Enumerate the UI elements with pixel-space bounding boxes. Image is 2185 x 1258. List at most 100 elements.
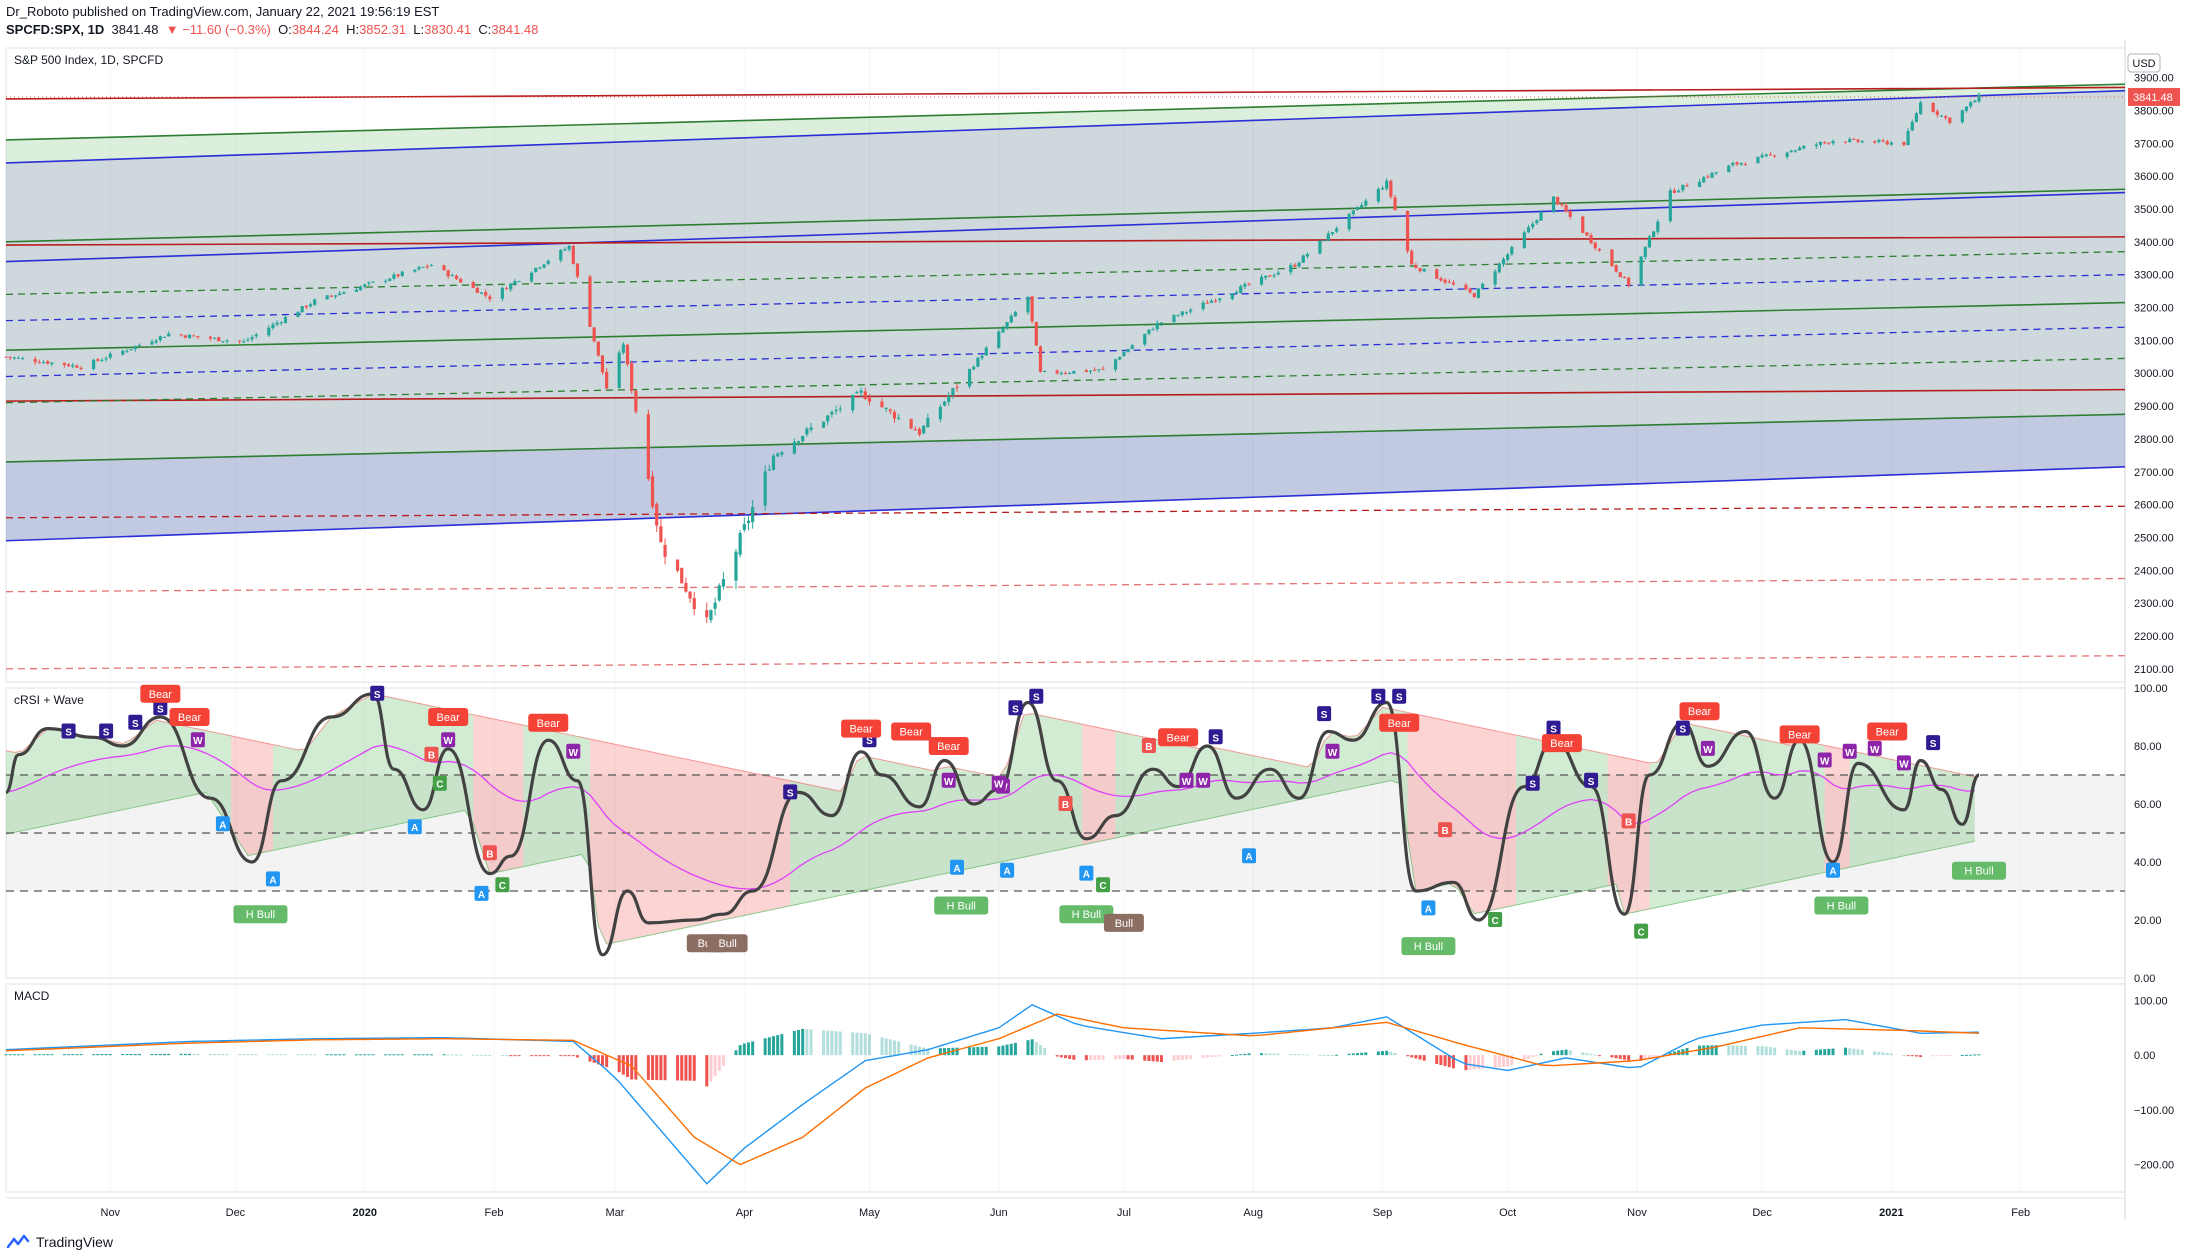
wave-marker[interactable] — [407, 819, 422, 835]
wave-marker[interactable] — [495, 877, 510, 893]
signal-badge[interactable] — [1541, 734, 1582, 753]
macd-line[interactable] — [5, 1004, 1980, 1185]
signal-badge[interactable] — [928, 737, 969, 755]
wave-marker[interactable] — [1317, 706, 1332, 722]
signal-badge[interactable] — [140, 684, 181, 703]
signal-badge[interactable] — [169, 708, 210, 726]
wave-marker[interactable] — [1000, 862, 1015, 878]
trend-line-14[interactable] — [5, 357, 2126, 404]
trend-line-6[interactable] — [5, 413, 2126, 463]
wave-marker[interactable] — [1392, 688, 1407, 704]
main-pane[interactable] — [5, 47, 2126, 683]
wave-marker[interactable] — [128, 714, 143, 730]
wave-marker[interactable] — [190, 732, 205, 748]
trend-line-4[interactable] — [5, 188, 2126, 243]
signal-badge[interactable] — [1952, 861, 2007, 880]
symbol[interactable]: SPCFD:SPX, 1D — [6, 22, 105, 37]
trend-line-2[interactable] — [5, 466, 2126, 542]
wave-marker[interactable] — [370, 685, 385, 701]
wave-marker[interactable] — [1842, 743, 1857, 759]
signal-badge[interactable] — [528, 713, 569, 732]
wave-marker[interactable] — [1029, 688, 1044, 704]
trend-line-12[interactable] — [5, 655, 2126, 670]
wave-marker[interactable] — [1896, 755, 1911, 771]
wave-marker[interactable] — [474, 885, 489, 901]
trend-line-1[interactable] — [5, 89, 2126, 164]
wave-marker[interactable] — [1096, 877, 1111, 893]
wave-marker[interactable] — [265, 871, 280, 887]
signal-badge[interactable] — [1379, 713, 1420, 732]
wave-marker[interactable] — [1141, 738, 1156, 753]
signal-badge[interactable] — [428, 708, 469, 726]
signal-badge[interactable] — [707, 934, 748, 953]
currency-badge[interactable] — [2127, 53, 2161, 73]
wave-marker[interactable] — [566, 743, 581, 759]
wave-marker[interactable] — [941, 772, 956, 788]
wave-marker[interactable] — [1196, 772, 1211, 788]
wave-marker[interactable] — [61, 723, 76, 739]
trend-line-10[interactable] — [5, 505, 2126, 519]
wave-marker[interactable] — [1242, 848, 1257, 864]
crsi-line[interactable] — [4, 692, 1980, 957]
wave-marker[interactable] — [1634, 923, 1649, 939]
signal-badge[interactable] — [1103, 913, 1144, 932]
wave-marker[interactable] — [1371, 688, 1386, 704]
trend-line-3[interactable] — [5, 83, 2126, 141]
trend-line-11[interactable] — [5, 577, 2126, 593]
wave-marker[interactable] — [1926, 735, 1941, 751]
trend-line-9[interactable] — [5, 388, 2126, 402]
signal-badge[interactable] — [233, 905, 288, 924]
macd-pane[interactable] — [5, 983, 2126, 1193]
wave-marker[interactable] — [991, 775, 1006, 791]
wave-marker[interactable] — [99, 723, 114, 739]
signal-badge[interactable] — [1059, 905, 1114, 924]
wave-marker[interactable] — [1421, 900, 1436, 916]
trend-line-16[interactable] — [5, 326, 2126, 378]
wave-marker[interactable] — [215, 816, 230, 832]
wave-marker[interactable] — [1525, 775, 1540, 791]
crsi-band-segment — [790, 780, 799, 906]
signal-badge[interactable] — [1158, 728, 1199, 747]
wave-marker[interactable] — [1867, 740, 1882, 756]
wave-marker[interactable] — [1675, 720, 1690, 736]
signal-badge[interactable] — [1814, 896, 1869, 915]
wave-marker[interactable] — [1438, 822, 1453, 838]
wave-marker[interactable] — [1008, 700, 1023, 716]
wave-marker[interactable] — [1058, 796, 1073, 811]
signal-badge[interactable] — [934, 896, 989, 915]
wave-marker[interactable] — [424, 746, 439, 762]
wave-marker[interactable] — [783, 784, 798, 800]
trend-line-8[interactable] — [5, 236, 2126, 246]
wave-marker[interactable] — [1546, 720, 1561, 736]
wave-marker[interactable] — [432, 775, 447, 791]
signal-badge[interactable] — [1867, 722, 1908, 741]
wave-marker[interactable] — [950, 859, 965, 875]
wave-marker[interactable] — [1826, 862, 1841, 878]
trend-line-15[interactable] — [5, 274, 2126, 322]
wave-marker[interactable] — [1584, 772, 1599, 788]
wave-marker[interactable] — [1208, 729, 1223, 745]
chart-area[interactable]: S&P 500 Index, 1D, SPCFD 3900.00 3800.00 37… — [0, 40, 2185, 1228]
signal-badge[interactable] — [841, 719, 882, 738]
signal-badge[interactable] — [1779, 725, 1820, 744]
trend-line-0[interactable] — [5, 191, 2126, 263]
wave-marker[interactable] — [441, 732, 456, 748]
wave-marker[interactable] — [1079, 865, 1094, 881]
macd-histogram-bar — [183, 1053, 187, 1056]
candle — [617, 352, 621, 389]
wave-marker[interactable] — [482, 845, 497, 861]
macd-signal-line[interactable] — [5, 1013, 1980, 1166]
signal-badge[interactable] — [1401, 937, 1456, 956]
wave-marker[interactable] — [1817, 752, 1832, 768]
trend-line-5[interactable] — [5, 301, 2126, 352]
trend-line-7[interactable] — [5, 86, 2126, 100]
wave-marker[interactable] — [153, 700, 168, 716]
wave-marker[interactable] — [1621, 813, 1636, 829]
tradingview-logo[interactable]: TradingView — [6, 1234, 113, 1250]
signal-badge[interactable] — [1679, 702, 1720, 721]
wave-marker[interactable] — [1179, 772, 1194, 788]
wave-marker[interactable] — [1488, 912, 1503, 927]
wave-marker[interactable] — [1325, 743, 1340, 759]
signal-badge[interactable] — [891, 722, 932, 741]
wave-marker[interactable] — [1700, 740, 1715, 756]
